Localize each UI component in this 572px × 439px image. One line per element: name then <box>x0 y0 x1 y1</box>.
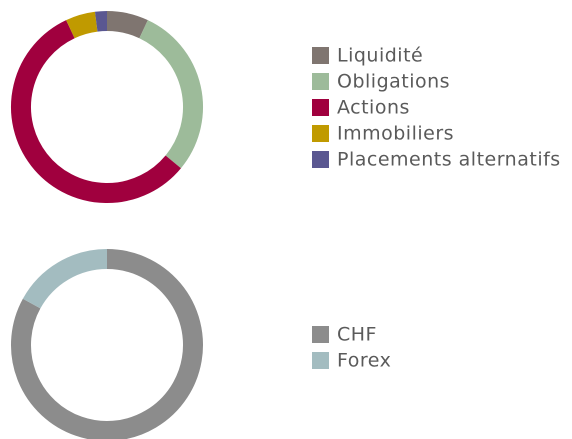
donut-segment <box>22 249 108 309</box>
legend-label: Liquidité <box>337 45 423 67</box>
legend-swatch <box>312 151 329 168</box>
legend-swatch <box>312 125 329 142</box>
legend-label: CHF <box>337 324 377 346</box>
legend-label: Forex <box>337 350 391 372</box>
legend-swatch <box>312 352 329 369</box>
legend-swatch <box>312 99 329 116</box>
donut-segment <box>106 11 148 39</box>
donut-segment <box>66 11 98 39</box>
donut-segment <box>11 249 203 439</box>
legend-label: Obligations <box>337 71 450 93</box>
legend-swatch <box>312 47 329 64</box>
legend-label: Immobiliers <box>337 123 454 145</box>
legend-label: Placements alternatifs <box>337 149 561 171</box>
donut-segment <box>94 11 108 32</box>
legend-swatch <box>312 326 329 343</box>
donut-segment <box>11 20 181 203</box>
legend-label: Actions <box>337 97 410 119</box>
legend-swatch <box>312 73 329 90</box>
donut-segment <box>139 20 203 169</box>
